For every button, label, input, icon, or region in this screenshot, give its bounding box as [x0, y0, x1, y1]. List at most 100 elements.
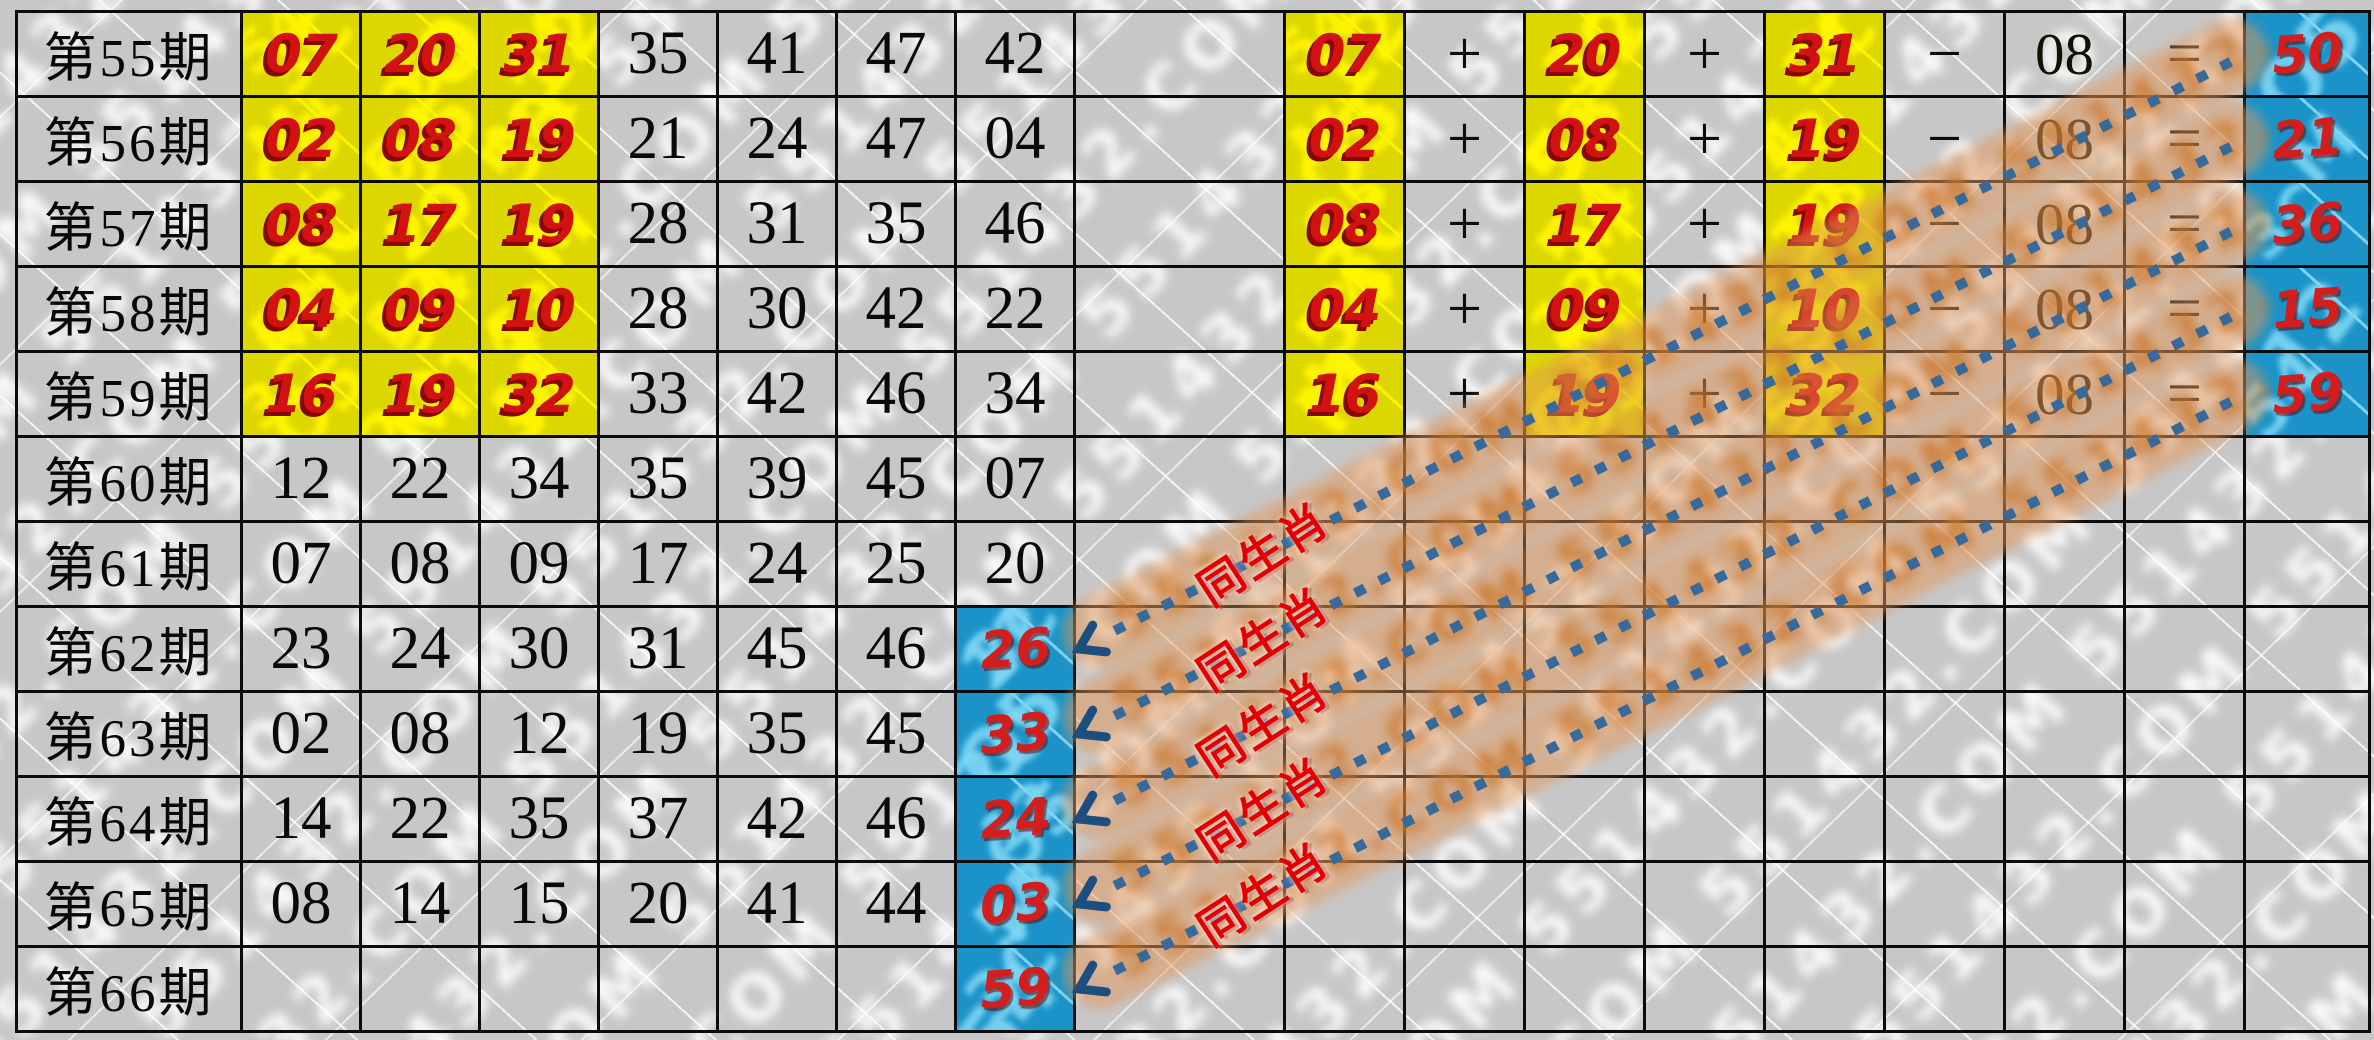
number-cell: 08	[362, 523, 481, 608]
formula-number-cell: 32 54 54	[1766, 353, 1886, 438]
number-cell: 22	[362, 778, 481, 863]
sum-result-cell: 21 .M	[2246, 98, 2371, 183]
number-cell: 23	[243, 608, 362, 693]
formula-number-cell-text: 07	[1308, 23, 1382, 85]
operator-cell: +	[1646, 183, 1766, 268]
number-cell: 12	[481, 693, 600, 778]
operator-cell: +	[1646, 13, 1766, 98]
formula-number-cell: 16 .M .M	[1286, 353, 1406, 438]
formula-number-cell-text: 09	[1548, 278, 1622, 340]
number-cell-text: 02	[265, 108, 338, 170]
number-cell: 31	[600, 608, 719, 693]
period-cell: 第61期	[18, 523, 243, 608]
result-cell-text: 33	[977, 702, 1053, 766]
operator-cell-text: +	[1687, 19, 1722, 88]
formula-number-cell-text: 16	[1308, 363, 1382, 425]
number-cell	[243, 948, 362, 1033]
number-cell-text: 04	[984, 105, 1046, 172]
period-cell-text: 第55期	[43, 30, 215, 88]
number-cell: 28	[600, 183, 719, 268]
number-cell-text: 22	[389, 445, 451, 512]
empty-cell	[2006, 778, 2126, 863]
formula-number-cell: 31 3C .M	[1766, 13, 1886, 98]
operator-cell: +	[1646, 268, 1766, 353]
empty-cell	[1286, 948, 1406, 1033]
period-cell: 第64期	[18, 778, 243, 863]
number-cell-text: 19	[503, 108, 576, 170]
number-cell-text: 08	[270, 870, 332, 937]
empty-cell	[2246, 948, 2371, 1033]
number-cell: 17	[600, 523, 719, 608]
number-cell: 30	[719, 268, 838, 353]
period-cell-text: 第59期	[43, 370, 215, 428]
period-cell: 第63期	[18, 693, 243, 778]
empty-cell	[1526, 948, 1646, 1033]
empty-cell	[1286, 438, 1406, 523]
number-cell-text: 35	[508, 785, 570, 852]
operator-cell-text: −	[1927, 359, 1962, 428]
equals-cell-text: =	[2167, 359, 2202, 428]
number-cell: 35	[600, 13, 719, 98]
operator-cell-text: −	[1927, 104, 1962, 173]
period-cell-text: 第61期	[43, 540, 215, 598]
number-cell: 20 53 2O	[362, 13, 481, 98]
formula-number-cell: 19 4. 12	[1766, 98, 1886, 183]
equals-cell-text: =	[2167, 104, 2202, 173]
operator-cell: −	[1886, 353, 2006, 438]
empty-cell	[2006, 863, 2126, 948]
results-table: 第55期 07 54 3C 20 53 2O 31 12 .M 35 41 47 42 07 54 12 +20 1…	[15, 10, 2371, 1033]
empty-cell	[2006, 523, 2126, 608]
operator-cell-text: +	[1447, 274, 1482, 343]
empty-cell	[2246, 608, 2371, 693]
empty-cell	[1646, 778, 1766, 863]
number-cell-text: 46	[865, 785, 927, 852]
empty-cell	[2246, 778, 2371, 863]
empty-cell	[1406, 523, 1526, 608]
number-cell: 19	[600, 693, 719, 778]
number-cell-text: 04	[265, 278, 338, 340]
number-cell: 34	[957, 353, 1076, 438]
formula-number-cell-text: 10	[1788, 278, 1862, 340]
number-cell-text: 44	[865, 870, 927, 937]
number-cell	[719, 948, 838, 1033]
empty-cell	[1526, 693, 1646, 778]
empty-cell	[2126, 608, 2246, 693]
number-cell-text: 08	[389, 530, 451, 597]
subtrahend-cell: 08	[2006, 183, 2126, 268]
period-cell-text: 第57期	[43, 200, 215, 258]
subtrahend-cell: 08	[2006, 98, 2126, 183]
empty-cell	[1646, 863, 1766, 948]
formula-number-cell-text: 04	[1308, 278, 1382, 340]
sum-result-cell-text: 36	[2269, 192, 2345, 256]
number-cell: 09	[481, 523, 600, 608]
empty-cell	[1526, 523, 1646, 608]
empty-cell	[1766, 438, 1886, 523]
number-cell-text: 10	[503, 278, 576, 340]
period-cell-text: 第60期	[43, 455, 215, 513]
period-cell-text: 第58期	[43, 285, 215, 343]
number-cell-text: 21	[627, 105, 689, 172]
empty-cell	[2126, 523, 2246, 608]
formula-number-cell-text: 17	[1548, 193, 1622, 255]
number-cell: 19 M1 53	[481, 98, 600, 183]
empty-cell	[1406, 438, 1526, 523]
empty-cell	[1526, 438, 1646, 523]
number-cell-text: 14	[389, 870, 451, 937]
number-cell: 14	[362, 863, 481, 948]
operator-cell: −	[1886, 13, 2006, 98]
number-cell: 30	[481, 608, 600, 693]
number-cell-text: 24	[746, 105, 808, 172]
number-cell-text: 33	[627, 360, 689, 427]
number-cell-text: 08	[265, 193, 338, 255]
number-cell: 42	[838, 268, 957, 353]
number-cell-text: 16	[265, 363, 338, 425]
result-cell-text: 26	[977, 617, 1053, 681]
number-cell-text: 19	[384, 363, 457, 425]
spacer-cell	[1076, 98, 1286, 183]
number-cell	[481, 948, 600, 1033]
formula-number-cell: 08 53 54	[1526, 98, 1646, 183]
empty-cell	[2246, 438, 2371, 523]
equals-cell: =	[2126, 353, 2246, 438]
number-cell: 28	[600, 268, 719, 353]
number-cell	[362, 948, 481, 1033]
